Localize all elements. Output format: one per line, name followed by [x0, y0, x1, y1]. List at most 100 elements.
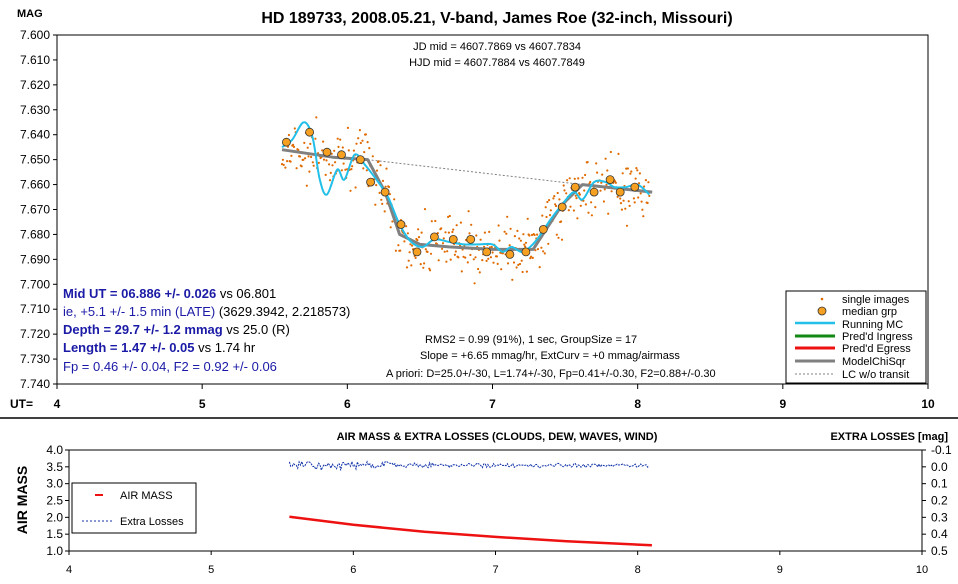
single-image-point — [563, 189, 566, 192]
single-image-point — [445, 260, 448, 263]
median-group-point — [337, 150, 346, 160]
single-image-point — [496, 262, 499, 265]
single-image-point — [455, 224, 458, 227]
mid-ut-value: Mid UT = 06.886 +/- 0.026 — [63, 286, 216, 301]
bottom-axis-ticks: 1.0 1.5 2.0 2.5 3.0 3.5 4.0 -0.1 0.0 0.1 0.2 0.3 0.4… — [46, 443, 952, 576]
legend-label-ingress: Pred'd Ingress — [842, 331, 913, 343]
single-image-point — [533, 233, 536, 237]
single-image-point — [606, 169, 609, 172]
single-image-point — [444, 231, 447, 234]
single-image-point — [381, 179, 385, 182]
top-legend: single images median grp Running MC Pred… — [785, 290, 927, 384]
single-image-point — [475, 234, 478, 237]
single-image-point — [442, 237, 445, 240]
top-y-tick-label: 7.670 — [20, 203, 50, 217]
single-image-point — [541, 214, 544, 217]
single-image-point — [308, 170, 311, 173]
single-image-point — [554, 203, 557, 206]
single-image-point — [388, 193, 391, 196]
single-image-point — [637, 196, 640, 199]
single-image-point — [407, 259, 410, 262]
legend-swatch-median — [817, 306, 827, 316]
single-image-point — [565, 192, 568, 195]
single-image-point — [419, 263, 422, 266]
top-y-tick-label: 7.710 — [20, 302, 50, 316]
single-image-point — [452, 228, 455, 231]
single-image-point — [534, 249, 537, 252]
single-image-point — [621, 172, 624, 175]
single-image-point — [558, 198, 561, 201]
bottom-x-tick-label: 6 — [350, 564, 356, 576]
bottom-plot-area — [68, 449, 923, 552]
top-y-tick-label: 7.600 — [20, 28, 50, 42]
top-x-tick-label: 5 — [199, 397, 206, 411]
single-image-point — [464, 256, 467, 259]
single-image-point — [342, 162, 345, 165]
single-image-point — [492, 261, 495, 264]
single-image-point — [638, 172, 642, 175]
single-image-point — [643, 185, 646, 188]
single-image-point — [341, 146, 344, 149]
single-image-point — [460, 270, 463, 273]
single-image-point — [289, 160, 292, 163]
single-image-point — [487, 257, 490, 260]
single-image-point — [394, 249, 397, 252]
single-image-point — [579, 204, 582, 207]
single-image-point — [644, 179, 648, 182]
single-image-point — [639, 192, 642, 195]
single-image-point — [481, 259, 484, 262]
top-y-tick-label: 7.660 — [20, 178, 50, 192]
top-plot-marks — [280, 116, 653, 285]
single-image-point — [324, 173, 327, 176]
bottom-y2-tick-label: 0.3 — [931, 510, 948, 524]
length-value: Length = 1.47 +/- 0.05 — [63, 340, 195, 355]
top-y-tick-label: 7.620 — [20, 78, 50, 92]
single-image-point — [619, 202, 623, 205]
single-image-point — [595, 162, 598, 165]
single-image-point — [449, 258, 452, 261]
bottom-y2-tick-label: 0.2 — [931, 494, 948, 508]
single-image-point — [499, 251, 502, 254]
single-image-point — [627, 200, 630, 203]
single-image-point — [513, 235, 517, 238]
single-image-point — [312, 164, 315, 167]
single-image-point — [589, 180, 592, 184]
single-image-point — [441, 242, 445, 245]
top-y-tick-label: 7.610 — [20, 53, 50, 67]
single-image-point — [423, 262, 426, 265]
single-image-point — [322, 158, 326, 161]
single-image-point — [575, 197, 578, 200]
single-image-point — [447, 231, 450, 234]
single-image-point — [391, 220, 394, 223]
single-image-point — [380, 198, 383, 201]
bottom-x-tick-label: 9 — [777, 564, 783, 576]
single-image-point — [309, 142, 312, 145]
median-group-point — [448, 234, 458, 244]
single-image-point — [374, 203, 377, 206]
top-y-tick-label: 7.730 — [20, 352, 50, 366]
bottom-y-tick-label: 1.5 — [46, 527, 63, 541]
single-image-point — [416, 239, 419, 242]
single-image-point — [375, 184, 378, 187]
bottom-legend: AIR MASS Extra Losses — [71, 482, 197, 534]
mid-ut-stat: Mid UT = 06.886 +/- 0.026 vs 06.801 — [63, 286, 276, 301]
median-group-point — [412, 247, 422, 257]
legend-label-airmass: AIR MASS — [120, 490, 173, 502]
bottom-y-tick-label: 4.0 — [46, 443, 63, 457]
single-image-point — [384, 185, 387, 188]
single-image-point — [306, 146, 309, 149]
single-image-point — [447, 215, 450, 218]
single-image-point — [646, 201, 649, 205]
single-image-point — [489, 256, 492, 259]
single-image-point — [542, 250, 545, 253]
air-mass-line — [289, 515, 652, 547]
single-image-point — [545, 215, 548, 219]
single-image-point — [453, 253, 456, 256]
single-image-point — [511, 278, 514, 281]
single-image-point — [530, 233, 534, 237]
single-image-point — [520, 259, 523, 262]
single-image-point — [448, 214, 451, 218]
median-group-point — [305, 127, 315, 137]
single-image-point — [441, 247, 444, 250]
